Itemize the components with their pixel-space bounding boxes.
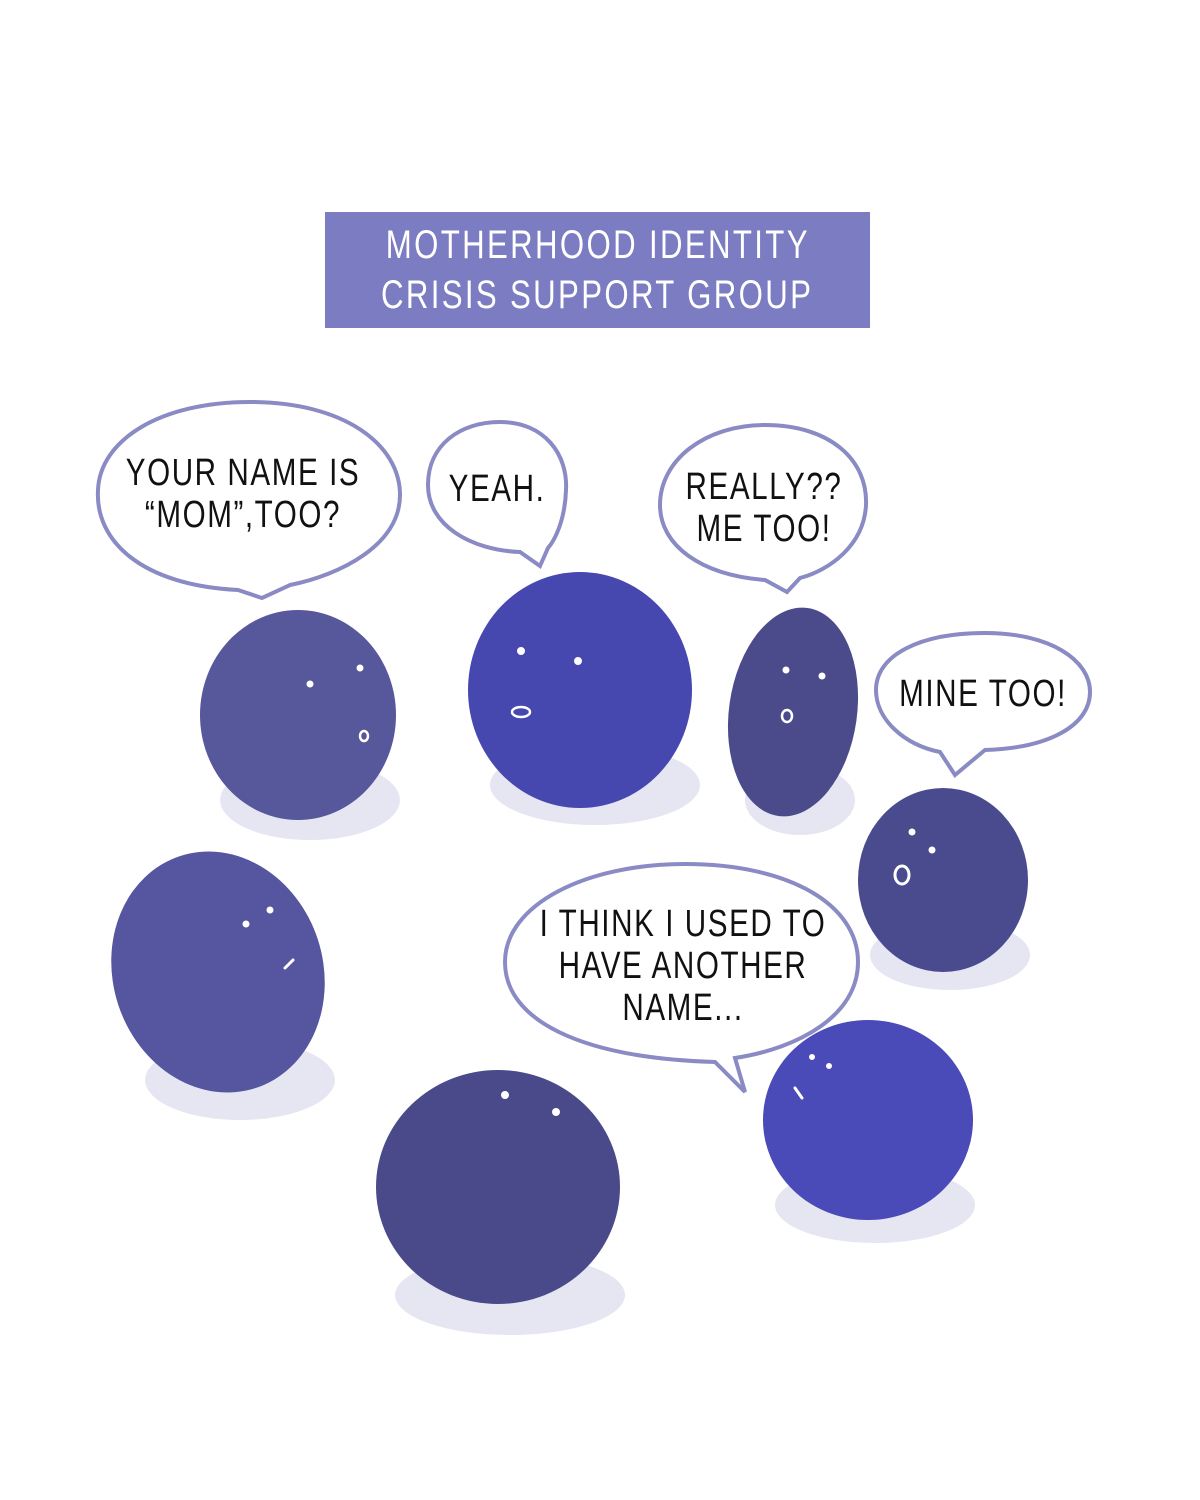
blob-character-4 (858, 788, 1028, 972)
eye (809, 1054, 815, 1060)
mouth (893, 864, 911, 886)
speech-bubble-3 (657, 422, 869, 595)
blob-character-2 (468, 572, 692, 808)
speech-text-1: YOUR NAME IS “MOM”,TOO? (125, 452, 361, 536)
blob-character-6 (376, 1070, 620, 1304)
eye (782, 666, 790, 674)
speech-text-4: MINE TOO! (899, 673, 1067, 715)
mouth (780, 708, 794, 724)
eye (826, 1063, 832, 1069)
eye (908, 828, 916, 836)
eye (928, 846, 936, 854)
mouth (793, 1086, 804, 1100)
eye (266, 906, 274, 914)
speech-bubble-4 (873, 630, 1093, 778)
eye (574, 657, 582, 665)
speech-text-3: REALLY?? ME TOO! (685, 466, 843, 550)
mouth (510, 705, 532, 719)
speech-text-2: YEAH. (448, 468, 546, 510)
eye (242, 920, 250, 928)
eye (517, 647, 525, 655)
mouth (358, 729, 370, 743)
speech-bubble-5 (502, 861, 861, 1094)
speech-bubble-1 (95, 399, 403, 601)
mouth (283, 958, 295, 970)
eye (356, 664, 364, 672)
eye (501, 1091, 509, 1099)
banner-line-2: CRISIS SUPPORT GROUP (381, 273, 814, 317)
title-banner (325, 212, 870, 328)
eye (306, 680, 314, 688)
speech-text-5: I THINK I USED TO HAVE ANOTHER NAME... (539, 903, 827, 1029)
blob-character-3 (727, 607, 859, 817)
title-banner-text: MOTHERHOOD IDENTITY CRISIS SUPPORT GROUP (325, 212, 870, 328)
eye (552, 1108, 560, 1116)
blob-character-1 (200, 610, 396, 820)
speech-bubble-2 (425, 419, 569, 570)
eye (818, 672, 826, 680)
banner-line-1: MOTHERHOOD IDENTITY (385, 223, 810, 267)
blob-character-7 (763, 1020, 973, 1220)
